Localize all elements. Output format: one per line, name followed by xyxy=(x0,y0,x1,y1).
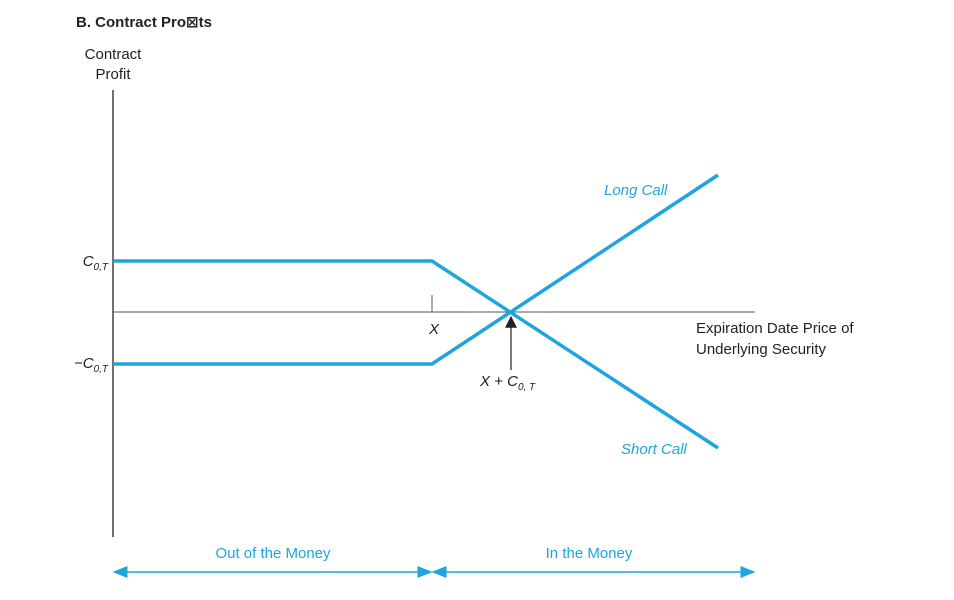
short-call-line xyxy=(113,259,719,450)
text-part: C xyxy=(83,253,94,270)
text-part: X + C xyxy=(479,373,518,390)
text-part: 0, T xyxy=(518,382,536,393)
x-axis-label: Expiration Date Price of xyxy=(696,320,854,337)
y-axis-label: Contract xyxy=(85,46,143,63)
region-label: Out of the Money xyxy=(215,545,331,562)
text-part: 0,T xyxy=(94,364,109,375)
long-call-line xyxy=(113,173,719,366)
region-label: In the Money xyxy=(546,545,633,562)
title: B. Contract Pro⊠ts xyxy=(76,14,212,31)
y-axis-label: Profit xyxy=(95,66,131,83)
premium-label: C0,T xyxy=(83,253,109,273)
text-part: −C xyxy=(74,355,94,372)
neg-premium-label: −C0,T xyxy=(74,355,109,375)
strike-label: X xyxy=(428,321,440,338)
short-call-label: Short Call xyxy=(621,441,688,458)
x-axis-label: Underlying Security xyxy=(696,341,827,358)
long-call-label: Long Call xyxy=(604,182,668,199)
text-part: 0,T xyxy=(94,262,109,273)
breakeven-label: X + C0, T xyxy=(479,373,536,393)
